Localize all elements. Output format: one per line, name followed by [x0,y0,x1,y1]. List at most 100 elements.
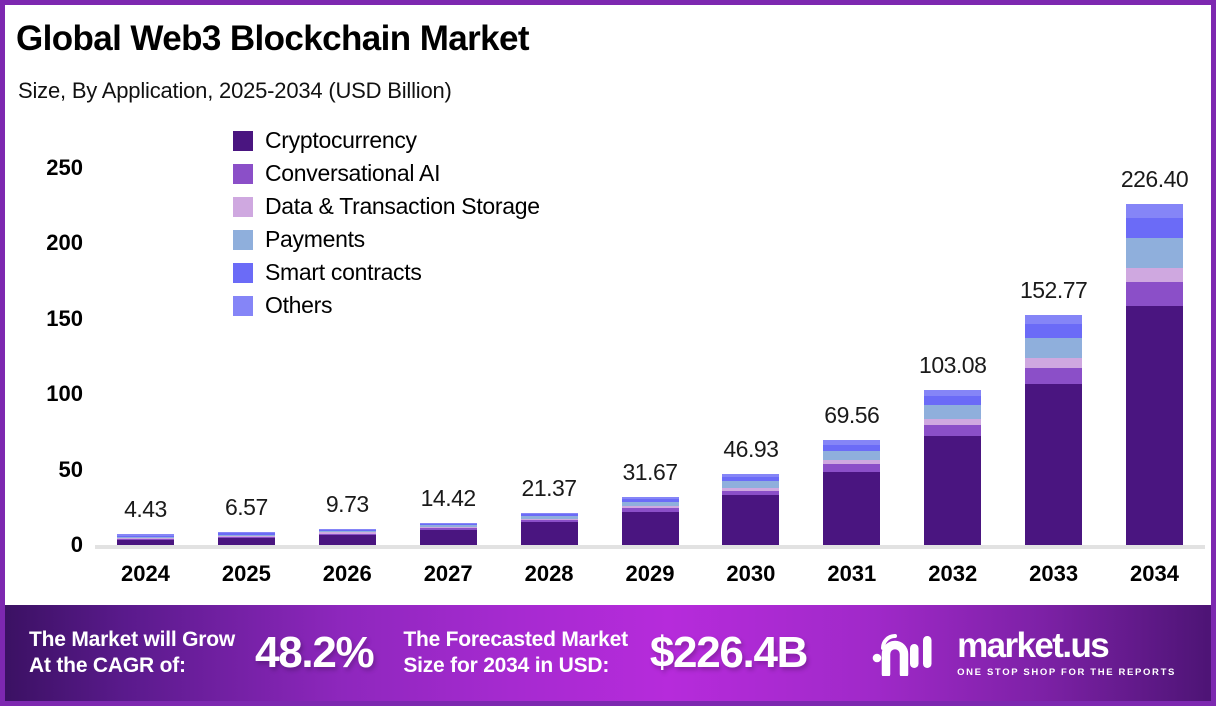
bar-total-label: 103.08 [919,351,987,378]
chart-subtitle: Size, By Application, 2025-2034 (USD Bil… [18,78,452,103]
bar-segment[interactable] [419,527,477,529]
bar-segment[interactable] [722,490,780,496]
logo-tagline: ONE STOP SHOP FOR THE REPORTS [957,667,1177,678]
bar-segment[interactable] [1126,268,1184,283]
bar-segment[interactable] [1126,238,1184,269]
bar-segment[interactable] [419,523,477,526]
bar-segment[interactable] [722,487,780,491]
bar-segment[interactable] [924,436,982,545]
bar-segment[interactable] [217,535,275,537]
bar-segment[interactable] [924,425,982,437]
bar-segment[interactable] [116,534,174,536]
legend-item-label: Data & Transaction Storage [265,193,540,219]
bar-segment[interactable] [520,516,578,519]
bar-segment[interactable] [823,464,881,472]
bar-group[interactable]: 9.73 [318,491,376,545]
bar-segment[interactable] [924,419,982,426]
bar-segment[interactable] [823,444,881,451]
bar-segment[interactable] [520,520,578,523]
bar-segment[interactable] [924,405,982,420]
bar-segment[interactable] [318,533,376,535]
bar-group[interactable]: 6.57 [217,494,275,545]
bar-segment[interactable] [217,534,275,536]
bar-group[interactable]: 21.37 [520,475,578,545]
bar-segment[interactable] [722,474,780,478]
bar-group[interactable]: 152.77 [1020,277,1088,545]
bar-total-label: 6.57 [224,494,268,521]
bar-segment[interactable] [217,532,275,534]
bar-segment[interactable] [1025,358,1083,368]
bar-segment[interactable] [1025,314,1083,325]
bar-segment[interactable] [823,460,881,465]
bar-segment[interactable] [419,528,477,530]
bar-segment[interactable] [318,534,376,545]
bar-group[interactable]: 4.43 [116,496,174,545]
bar-segment[interactable] [520,514,578,517]
x-axis-tick-label: 2028 [524,561,574,586]
bar-segment[interactable] [318,531,376,533]
bar-segment[interactable] [621,499,679,503]
bar-group[interactable]: 14.42 [419,485,477,545]
bar-segment[interactable] [1025,383,1083,545]
bar-group[interactable]: 31.67 [621,459,679,545]
bar-segment[interactable] [823,440,881,445]
bar-segment[interactable] [217,533,275,535]
bar-segment[interactable] [419,525,477,528]
legend-swatch-icon [233,163,253,184]
bar-segment[interactable] [116,535,174,537]
legend-item[interactable]: Others [233,292,540,318]
x-axis-tick-label: 2024 [120,561,170,586]
y-axis-tick-label: 150 [46,305,83,331]
bar-segment[interactable] [924,396,982,406]
bar-group[interactable]: 103.08 [919,352,987,545]
x-axis-tick-label: 2032 [928,561,978,586]
legend-item[interactable]: Conversational AI [233,160,540,186]
bar-segment[interactable] [520,522,578,545]
bar-segment[interactable] [419,522,477,524]
bar-segment[interactable] [217,536,275,539]
bar-segment[interactable] [217,538,275,545]
bar-segment[interactable] [621,508,679,512]
bar-segment[interactable] [419,529,477,545]
bar-group[interactable]: 226.40 [1121,166,1189,545]
bar-segment[interactable] [823,450,881,461]
bar-segment[interactable] [116,539,174,541]
bar-segment[interactable] [318,529,376,532]
bar-segment[interactable] [520,518,578,521]
bar-segment[interactable] [318,532,376,534]
bar-segment[interactable] [722,495,780,545]
bar-segment[interactable] [621,511,679,545]
bar-segment[interactable] [116,536,174,538]
bar-group[interactable]: 69.56 [823,402,881,545]
bar-segment[interactable] [1025,367,1083,384]
bar-segment[interactable] [722,481,780,488]
bar-segment[interactable] [823,471,881,545]
market-us-logo[interactable]: market.us ONE STOP SHOP FOR THE REPORTS [869,628,1176,678]
bar-segment[interactable] [1025,324,1083,339]
cagr-caption-line1: The Market will Grow [29,628,236,652]
logo-wordmark: market.us [957,626,1110,665]
bar-segment[interactable] [924,389,982,397]
bar-segment[interactable] [318,528,376,530]
legend-item[interactable]: Data & Transaction Storage [233,193,540,219]
bar-segment[interactable] [116,540,174,545]
bar-segment[interactable] [1126,306,1184,545]
bar-group[interactable]: 46.93 [722,436,780,545]
bar-segment[interactable] [1126,282,1184,307]
bar-segment[interactable] [722,477,780,482]
bar-segment[interactable] [520,512,578,515]
legend-item[interactable]: Payments [233,226,540,252]
bar-segment[interactable] [621,502,679,507]
bar-segment[interactable] [1126,203,1184,218]
bar-total-label: 21.37 [521,474,578,501]
x-axis-tick-label: 2031 [827,561,877,586]
legend-swatch-icon [233,196,253,217]
bar-segment[interactable] [621,506,679,509]
bar-segment[interactable] [621,497,679,500]
bar-segment[interactable] [1126,217,1184,239]
legend-item[interactable]: Cryptocurrency [233,127,540,153]
axis-baseline [95,545,1205,549]
bar-segment[interactable] [116,537,174,540]
bar-segment[interactable] [1025,338,1083,359]
legend-item[interactable]: Smart contracts [233,259,540,285]
